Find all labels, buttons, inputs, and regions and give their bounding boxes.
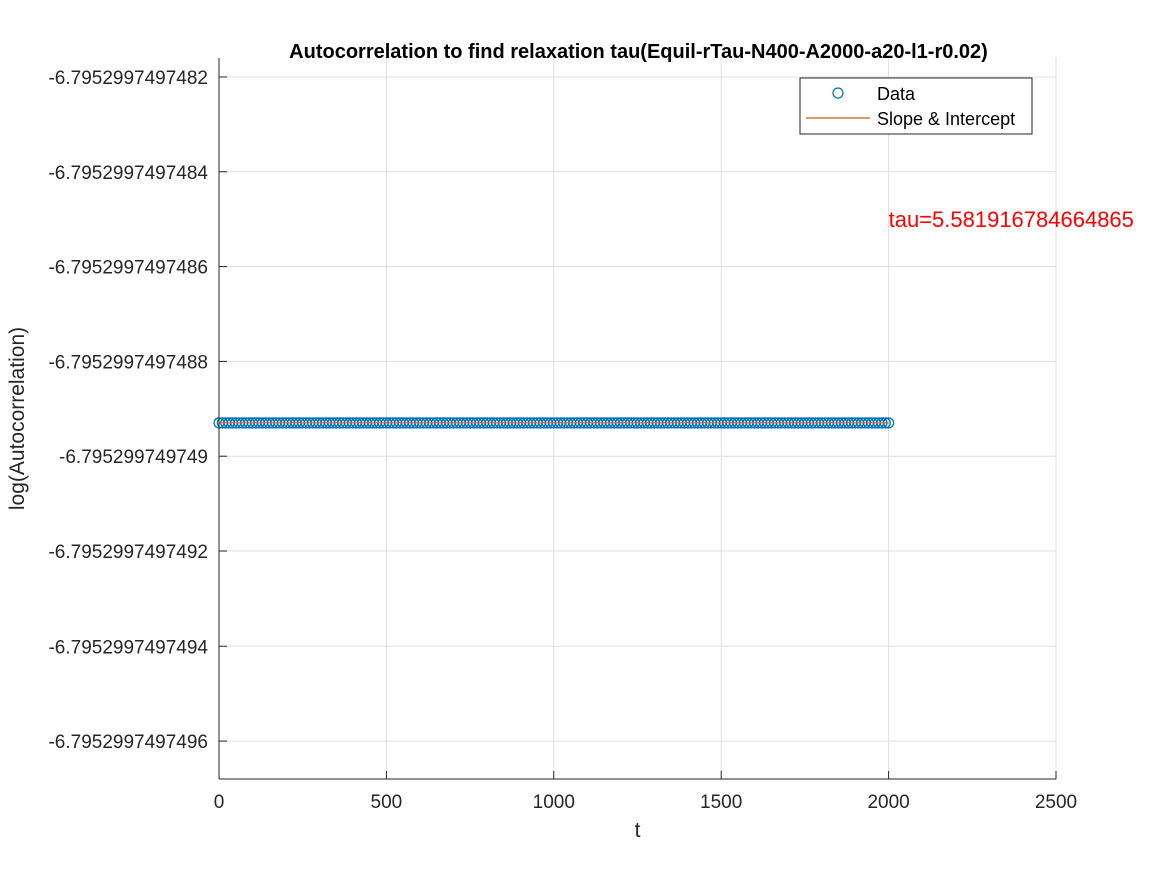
y-tick-label: -6.7952997497482 [48,68,208,89]
legend-entry-data: Data [877,84,916,104]
x-tick-label: 1000 [533,792,575,813]
tau-annotation: tau=5.581916784664865 [889,207,1134,232]
x-axis-label: t [635,819,641,842]
y-axis-label: log(Autocorrelation) [6,327,29,510]
x-tick-label: 2000 [867,792,909,813]
x-tick-label: 1500 [700,792,742,813]
y-tick-label: -6.7952997497486 [48,258,208,279]
grid-lines [218,58,1057,779]
legend-entry-slope-intercept: Slope & Intercept [877,109,1015,129]
axes: 0 500 1000 1500 2000 2500 -6.7952997497482 -6.7… [48,58,1077,813]
x-tick-label: 2500 [1035,792,1077,813]
x-tick-label: 0 [214,792,225,813]
chart-title: Autocorrelation to find relaxation tau(E… [289,41,988,63]
y-tick-label: -6.7952997497492 [48,542,208,563]
y-tick-label: -6.7952997497484 [48,163,208,184]
legend-circle-marker-icon [832,87,844,99]
y-tick-label: -6.795299749749 [59,447,208,468]
legend-box [799,77,1033,135]
x-tick-label: 500 [371,792,403,813]
y-tick-label: -6.7952997497496 [48,732,208,753]
legend: Data Slope & Intercept [799,77,1033,135]
y-tick-label: -6.7952997497488 [48,352,208,373]
y-tick-label: -6.7952997497494 [48,637,208,658]
series-layer [213,417,895,429]
